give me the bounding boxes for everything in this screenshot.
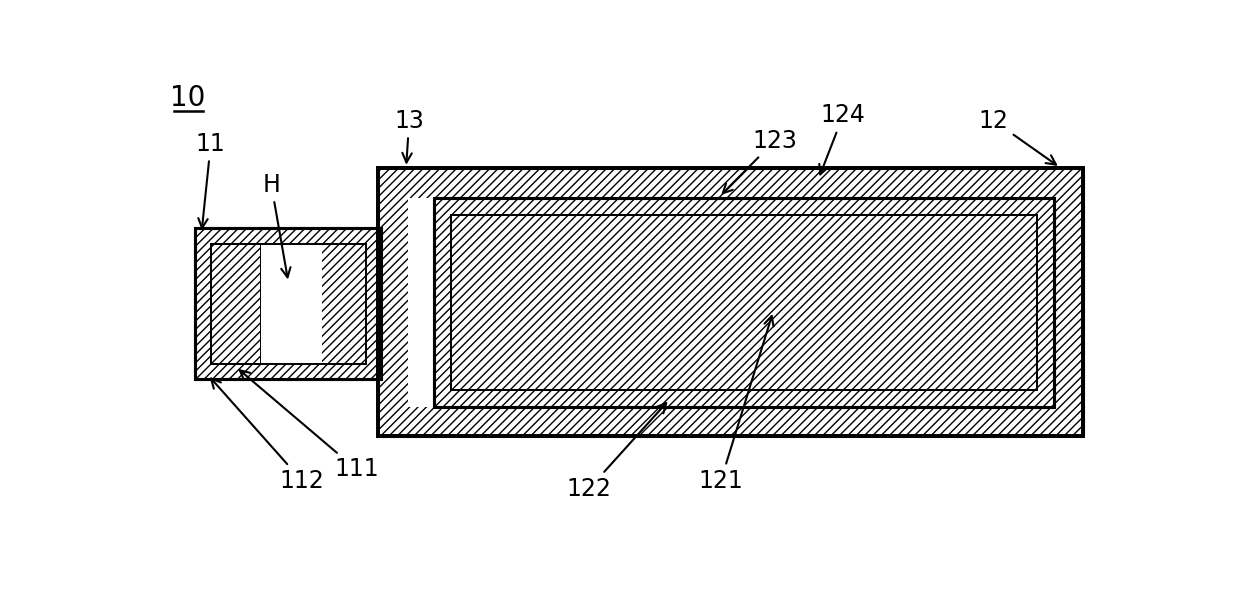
Text: 121: 121 — [698, 316, 774, 493]
Text: 10: 10 — [170, 84, 206, 112]
Text: 111: 111 — [239, 370, 378, 481]
Bar — [434, 198, 1054, 407]
Bar — [451, 215, 1037, 390]
Text: 122: 122 — [567, 403, 666, 501]
Bar — [378, 168, 1084, 436]
Text: 12: 12 — [978, 109, 1056, 165]
Text: 124: 124 — [820, 103, 866, 174]
Text: 11: 11 — [196, 132, 226, 228]
Text: 123: 123 — [723, 129, 797, 194]
Bar — [196, 228, 382, 379]
Text: 13: 13 — [394, 109, 424, 162]
Bar — [211, 244, 366, 364]
Bar — [211, 244, 366, 364]
Bar — [378, 168, 434, 198]
Bar — [378, 168, 1084, 436]
Bar — [378, 407, 451, 436]
Bar — [434, 198, 1054, 407]
Bar — [451, 215, 1037, 390]
Bar — [378, 168, 1084, 436]
Bar — [262, 244, 321, 364]
Text: H: H — [263, 172, 290, 277]
Bar — [408, 198, 1054, 407]
Bar — [321, 244, 366, 364]
Bar — [196, 228, 382, 379]
Text: 112: 112 — [211, 379, 325, 493]
Bar — [451, 215, 1037, 390]
Bar — [211, 244, 262, 364]
